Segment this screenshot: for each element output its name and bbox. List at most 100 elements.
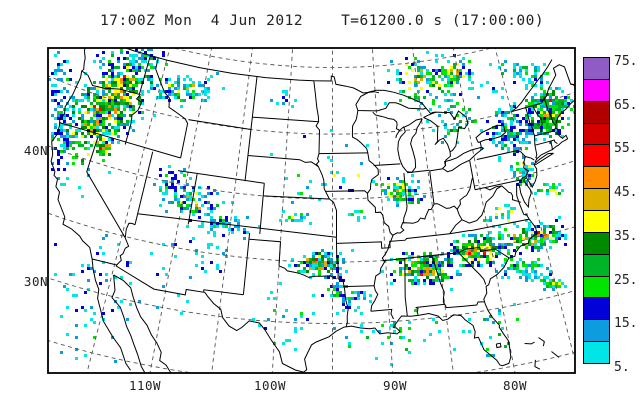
map-boundary [113,274,172,373]
map-boundary [247,155,330,200]
map-boundary [313,80,321,154]
map-boundary [337,278,349,327]
map-boundary [370,308,394,320]
map-boundary [516,182,525,215]
colorbar-tick-5: 5. [614,359,630,375]
map-boundary [524,341,535,345]
colorbar-tick-35: 35. [614,228,638,244]
parallel-25N [48,340,575,373]
colorbar-tick-55: 55. [614,141,638,157]
map-boundary [415,307,419,315]
colorbar-tick-45: 45. [614,185,638,201]
parallel-45N [48,75,575,135]
title-datetime: 17:00Z Mon 4 Jun 2012 [100,13,304,29]
map-boundary [534,99,575,163]
map-boundary [495,342,502,349]
map-boundary [86,136,126,239]
meridian-110W [149,48,213,373]
colorbar-tick-65: 65. [614,97,638,113]
colorbar-cell-2 [583,100,610,124]
colorbar-cell-10 [583,275,610,299]
meridian-85W [412,48,454,373]
map-boundary [134,151,154,225]
colorbar-cell-13 [583,341,610,364]
lon-axis-label-90W: 90W [382,378,408,393]
map-boundary [342,285,375,288]
map-boundary [458,252,487,285]
map-boundary [81,70,141,96]
map-boundary [252,116,319,123]
map-boundary [329,198,337,238]
colorbar-cell-3 [583,122,610,146]
map-boundary [395,126,405,139]
parallel-30N [48,277,575,324]
map-boundary [550,139,558,145]
map-boundary [318,152,368,155]
map-boundary [479,142,482,148]
meridian-105W [211,48,253,373]
map-boundary [444,151,451,166]
map-boundary [470,218,530,232]
map-boundary [518,180,532,209]
map-boundary [303,214,538,373]
map-boundary [392,178,473,236]
colorbar-cell-12 [583,319,610,343]
map-boundary [335,237,339,279]
map-boundary [458,246,510,259]
map-boundary [525,156,535,161]
map-boundary [244,76,258,182]
boundaries-layer [50,48,575,373]
colorbar-tick-15: 15. [614,316,638,332]
map-boundary [137,213,337,238]
map-boundary [472,177,476,190]
map-boundary [532,105,543,135]
map-boundary [263,195,330,200]
map-boundary [534,145,538,159]
colorbar-cell-1 [583,78,610,102]
radar-cells-layer [48,48,575,366]
map-boundary [402,172,408,224]
map-boundary [431,256,446,305]
map-boundary [474,179,521,191]
map-boundary [461,185,502,224]
colorbar-cell-9 [583,253,610,277]
map-boundary [469,160,474,179]
map-boundary [124,222,136,238]
map-boundary [155,57,189,159]
meridian-90W [371,48,394,373]
parallel-35N [48,212,575,263]
colorbar-tick-75: 75. [614,54,638,69]
meridian-115W [86,48,171,373]
map-boundary [429,168,443,172]
map-boundary [549,141,553,151]
map-boundary [372,111,400,132]
map-boundary [538,337,545,347]
map-boundary [111,274,146,373]
map-boundary [404,259,408,316]
map-boundary [138,55,151,95]
lat-axis-label-30N: 30N [23,274,48,289]
colorbar-cell-7 [583,209,610,233]
map-boundary [423,110,469,153]
map-boundary [511,59,553,113]
map-boundary [203,289,244,296]
lon-axis-label-110W: 110W [128,378,162,393]
map-boundary [249,238,282,266]
map-boundary [336,240,391,249]
map-boundary [382,252,459,262]
map-boundary [543,98,556,126]
map-boundary [259,183,265,234]
map-boundary [429,170,435,205]
figure-title: 17:00Z Mon 4 Jun 2012 T=61200.0 s (17:00… [100,13,544,29]
map-boundary [397,118,423,173]
meridian-80W [452,48,516,373]
colorbar-cell-4 [583,144,610,168]
colorbar-cell-11 [583,297,610,321]
lon-axis-label-80W: 80W [502,378,528,393]
map-boundary [475,124,506,144]
map-boundary [551,351,560,358]
colorbar-cell-0 [583,57,610,80]
map-boundary [534,127,557,137]
colorbar-cell-6 [583,188,610,211]
